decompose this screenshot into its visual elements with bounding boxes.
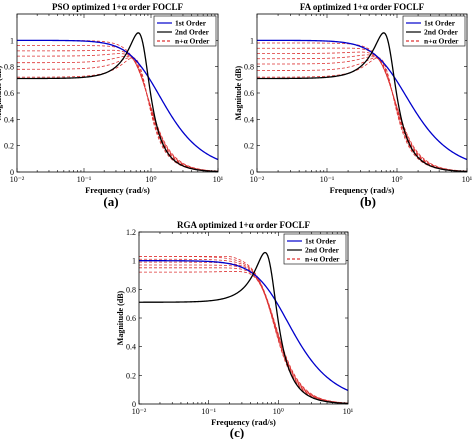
y-tick-label: 1 [132, 257, 136, 266]
x-tick-label: 10¹ [462, 175, 473, 184]
y-tick-label: 0.2 [126, 371, 136, 380]
legend-entry: n+α Order [175, 37, 210, 46]
legend-entry: n+α Order [424, 37, 459, 46]
y-tick-label: 0 [10, 168, 14, 177]
n-alpha-order-curve [257, 54, 467, 172]
plot-frame [16, 13, 219, 173]
n-alpha-order-curve [257, 51, 467, 172]
y-tick-label: 0.2 [4, 142, 14, 151]
plot-frame [138, 231, 349, 405]
n-alpha-order-curve [139, 255, 348, 404]
legend-entry: 1st Order [175, 19, 207, 28]
chart-b: FA optimized 1+α order FOCLF 0 0.2 0.4 0.6 0.… [234, 2, 473, 209]
first-order-curve [257, 39, 467, 161]
y-tick-label: 0.4 [244, 115, 254, 124]
y-tick-label: 0.6 [126, 314, 136, 323]
curves [139, 251, 348, 404]
x-tick-label: 10⁻² [132, 407, 147, 416]
y-tick-label: 0.8 [126, 285, 136, 294]
y-tick-label: 0.4 [4, 115, 14, 124]
y-tick-label: 0.2 [244, 142, 254, 151]
x-tick-label: 10⁰ [145, 175, 156, 184]
panel-label: (a) [103, 194, 118, 209]
y-axis-label: Magnitude (dB) [234, 65, 243, 120]
x-tick-label: 10⁻² [10, 175, 25, 184]
x-tick-label: 10⁰ [391, 175, 402, 184]
panel-label: (b) [360, 194, 376, 209]
y-tick-label: 1 [10, 36, 14, 45]
n-alpha-order-curve [139, 258, 348, 404]
legend-entry: 2nd Order [175, 28, 210, 37]
first-order-curve [139, 260, 348, 392]
legend-entry: 1st Order [305, 237, 337, 246]
legend-entry: 2nd Order [305, 246, 340, 255]
x-tick-label: 10⁻¹ [77, 175, 92, 184]
y-tick-label: 1 [250, 36, 254, 45]
x-axis-label: Frequency (rad/s) [330, 185, 395, 195]
chart-c: RGA optimized 1+α order FOCLF 0 0.2 0.4 0.6 0… [116, 220, 354, 439]
y-tick-label: 0 [132, 400, 136, 409]
n-alpha-order-curve [139, 271, 348, 404]
legend-entry: n+α Order [305, 255, 340, 264]
panel-label: (c) [230, 425, 244, 439]
n-alpha-order-curve [139, 261, 348, 404]
plot-frame [256, 13, 468, 173]
legend-entry: 1st Order [424, 19, 456, 28]
n-alpha-order-curve [17, 53, 218, 172]
x-tick-label: 10⁻¹ [201, 407, 216, 416]
second-order-curve [257, 32, 467, 172]
n-alpha-order-curve [257, 42, 467, 172]
n-alpha-order-curve [257, 56, 467, 172]
chart-a: PSO optimized 1+α order FOCLF 0 0.2 0.4 0.6 0… [0, 2, 224, 209]
legend-entry: 2nd Order [424, 28, 459, 37]
second-order-curve [139, 251, 348, 404]
n-alpha-order-curve [257, 47, 467, 172]
n-alpha-order-curve [139, 264, 348, 404]
x-tick-label: 10¹ [213, 175, 224, 184]
x-tick-label: 10⁰ [273, 407, 284, 416]
n-alpha-order-curve [17, 57, 218, 172]
curves [17, 32, 218, 172]
chart-title: PSO optimized 1+α order FOCLF [52, 2, 183, 12]
n-alpha-order-curve [17, 57, 218, 172]
n-alpha-order-curve [139, 255, 348, 404]
chart-title: RGA optimized 1+α order FOCLF [177, 220, 310, 230]
y-tick-label: 1.2 [126, 228, 136, 237]
y-tick-label: 0.6 [244, 89, 254, 98]
x-tick-label: 10¹ [343, 407, 354, 416]
first-order-curve [17, 39, 218, 161]
n-alpha-order-curve [257, 57, 467, 172]
x-tick-label: 10⁻² [250, 175, 265, 184]
y-tick-label: 0.6 [4, 89, 14, 98]
y-axis-label: Magnitude (dB) [116, 290, 125, 345]
x-tick-label: 10⁻¹ [320, 175, 335, 184]
x-axis-label: Frequency (rad/s) [211, 417, 276, 427]
second-order-curve [17, 32, 218, 172]
n-alpha-order-curve [17, 39, 218, 172]
y-tick-label: 0.4 [126, 343, 136, 352]
n-alpha-order-curve [17, 55, 218, 172]
chart-title: FA optimized 1+α order FOCLF [300, 2, 425, 12]
n-alpha-order-curve [17, 49, 218, 172]
n-alpha-order-curve [257, 57, 467, 172]
y-tick-label: 0.8 [4, 63, 14, 72]
y-tick-label: 0.8 [244, 63, 254, 72]
curves [257, 32, 467, 172]
y-tick-label: 0 [250, 168, 254, 177]
y-axis-label: Magnitude (dB) [0, 65, 3, 120]
x-axis-label: Frequency (rad/s) [85, 185, 150, 195]
